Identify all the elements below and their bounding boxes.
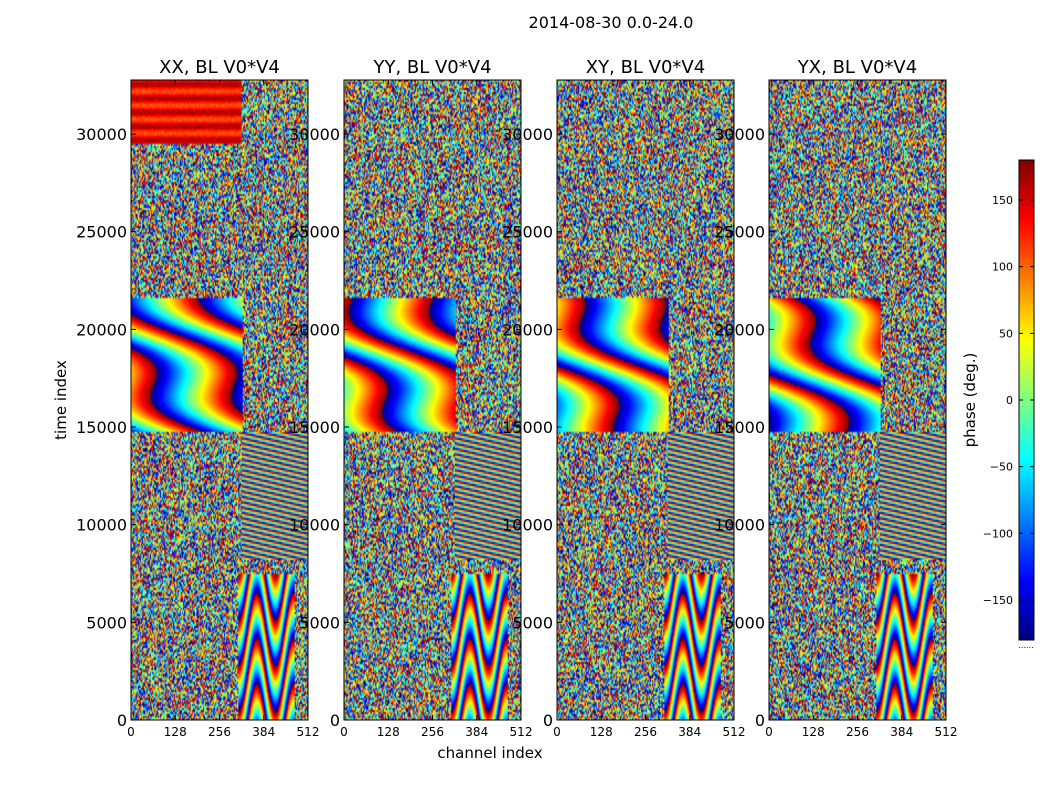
y-tick-label: 10000 xyxy=(289,516,340,535)
x-tick-label: 0 xyxy=(340,725,348,739)
x-tick-label: 256 xyxy=(846,725,869,739)
x-axis-label: channel index xyxy=(437,744,542,762)
y-tick-label: 30000 xyxy=(289,125,340,144)
colorbar-tick-label: −150 xyxy=(983,594,1013,607)
x-tick-label: 384 xyxy=(252,725,275,739)
colorbar-tick-label: 100 xyxy=(992,261,1013,274)
panel-title: XY, BL V0*V4 xyxy=(586,57,705,78)
x-tick-label: 256 xyxy=(208,725,231,739)
y-tick-label: 30000 xyxy=(714,125,765,144)
y-tick-label: 30000 xyxy=(502,125,553,144)
y-axis-label: time index xyxy=(52,360,70,440)
colorbar: 150 100 50 0 −50 −100 −150 phase (deg.)...... xyxy=(961,159,1035,650)
panel-title: XX, BL V0*V4 xyxy=(159,57,280,78)
x-tick-label: 256 xyxy=(421,725,444,739)
figure-suptitle: 2014-08-30 0.0-24.0 xyxy=(529,13,694,32)
y-tick-label: 5000 xyxy=(86,613,127,632)
panel-xx: XX, BL V0*V4 0 128 256 384 512 0 5000 10000 15000… xyxy=(76,57,319,739)
y-tick-label: 20000 xyxy=(76,320,127,339)
y-tick-label: 25000 xyxy=(714,223,765,242)
phase-heatmap-yx xyxy=(769,80,946,720)
y-tick-label: 20000 xyxy=(502,320,553,339)
x-tick-label: 384 xyxy=(465,725,488,739)
x-tick-label: 128 xyxy=(802,725,825,739)
x-tick-label: 384 xyxy=(890,725,913,739)
y-tick-label: 10000 xyxy=(76,516,127,535)
x-tick-label: 256 xyxy=(634,725,657,739)
y-tick-label: 0 xyxy=(330,711,340,730)
x-tick-label: 512 xyxy=(723,725,746,739)
y-tick-label: 5000 xyxy=(299,613,340,632)
y-tick-label: 0 xyxy=(755,711,765,730)
x-tick-label: 0 xyxy=(765,725,773,739)
y-tick-label: 5000 xyxy=(512,613,553,632)
x-tick-label: 128 xyxy=(377,725,400,739)
x-tick-label: 128 xyxy=(164,725,187,739)
y-tick-label: 15000 xyxy=(502,418,553,437)
panel-xy: XY, BL V0*V4 0 128 256 384 512 0 5000 10000 15000… xyxy=(502,57,745,739)
colorbar-tick-label: −50 xyxy=(990,461,1013,474)
y-tick-label: 5000 xyxy=(724,613,765,632)
x-tick-label: 512 xyxy=(935,725,958,739)
colorbar-tick-label: 50 xyxy=(999,327,1013,340)
y-tick-label: 15000 xyxy=(289,418,340,437)
phase-heatmap-yy xyxy=(344,80,521,720)
colorbar-footer: ...... xyxy=(1018,641,1033,650)
y-tick-label: 30000 xyxy=(76,125,127,144)
x-tick-label: 384 xyxy=(678,725,701,739)
colorbar-tick-label: 150 xyxy=(992,194,1013,207)
panel-title: YY, BL V0*V4 xyxy=(372,57,491,78)
y-tick-label: 10000 xyxy=(502,516,553,535)
x-tick-label: 128 xyxy=(590,725,613,739)
colorbar-tick-label: −100 xyxy=(983,527,1013,540)
y-tick-label: 0 xyxy=(117,711,127,730)
panel-yy: YY, BL V0*V4 0 128 256 384 512 0 5000 10000 15000… xyxy=(289,57,532,739)
x-tick-label: 512 xyxy=(510,725,533,739)
y-tick-label: 25000 xyxy=(76,223,127,242)
colorbar-tick-label: 0 xyxy=(1006,394,1013,407)
phase-heatmap-xx xyxy=(131,80,308,720)
x-tick-label: 512 xyxy=(297,725,320,739)
x-tick-label: 0 xyxy=(127,725,135,739)
y-tick-label: 15000 xyxy=(76,418,127,437)
panel-yx: YX, BL V0*V4 0 128 256 384 512 0 5000 10000 15000… xyxy=(714,57,957,739)
y-tick-label: 25000 xyxy=(502,223,553,242)
y-tick-label: 20000 xyxy=(289,320,340,339)
x-tick-label: 0 xyxy=(553,725,561,739)
y-tick-label: 0 xyxy=(543,711,553,730)
phase-heatmap-xy xyxy=(557,80,734,720)
colorbar-label: phase (deg.) xyxy=(961,353,979,448)
y-tick-label: 10000 xyxy=(714,516,765,535)
y-tick-label: 15000 xyxy=(714,418,765,437)
panel-title: YX, BL V0*V4 xyxy=(797,57,917,78)
panels-group: XX, BL V0*V4 0 128 256 384 512 0 5000 10000 15000… xyxy=(76,57,957,739)
y-tick-label: 20000 xyxy=(714,320,765,339)
y-tick-label: 25000 xyxy=(289,223,340,242)
